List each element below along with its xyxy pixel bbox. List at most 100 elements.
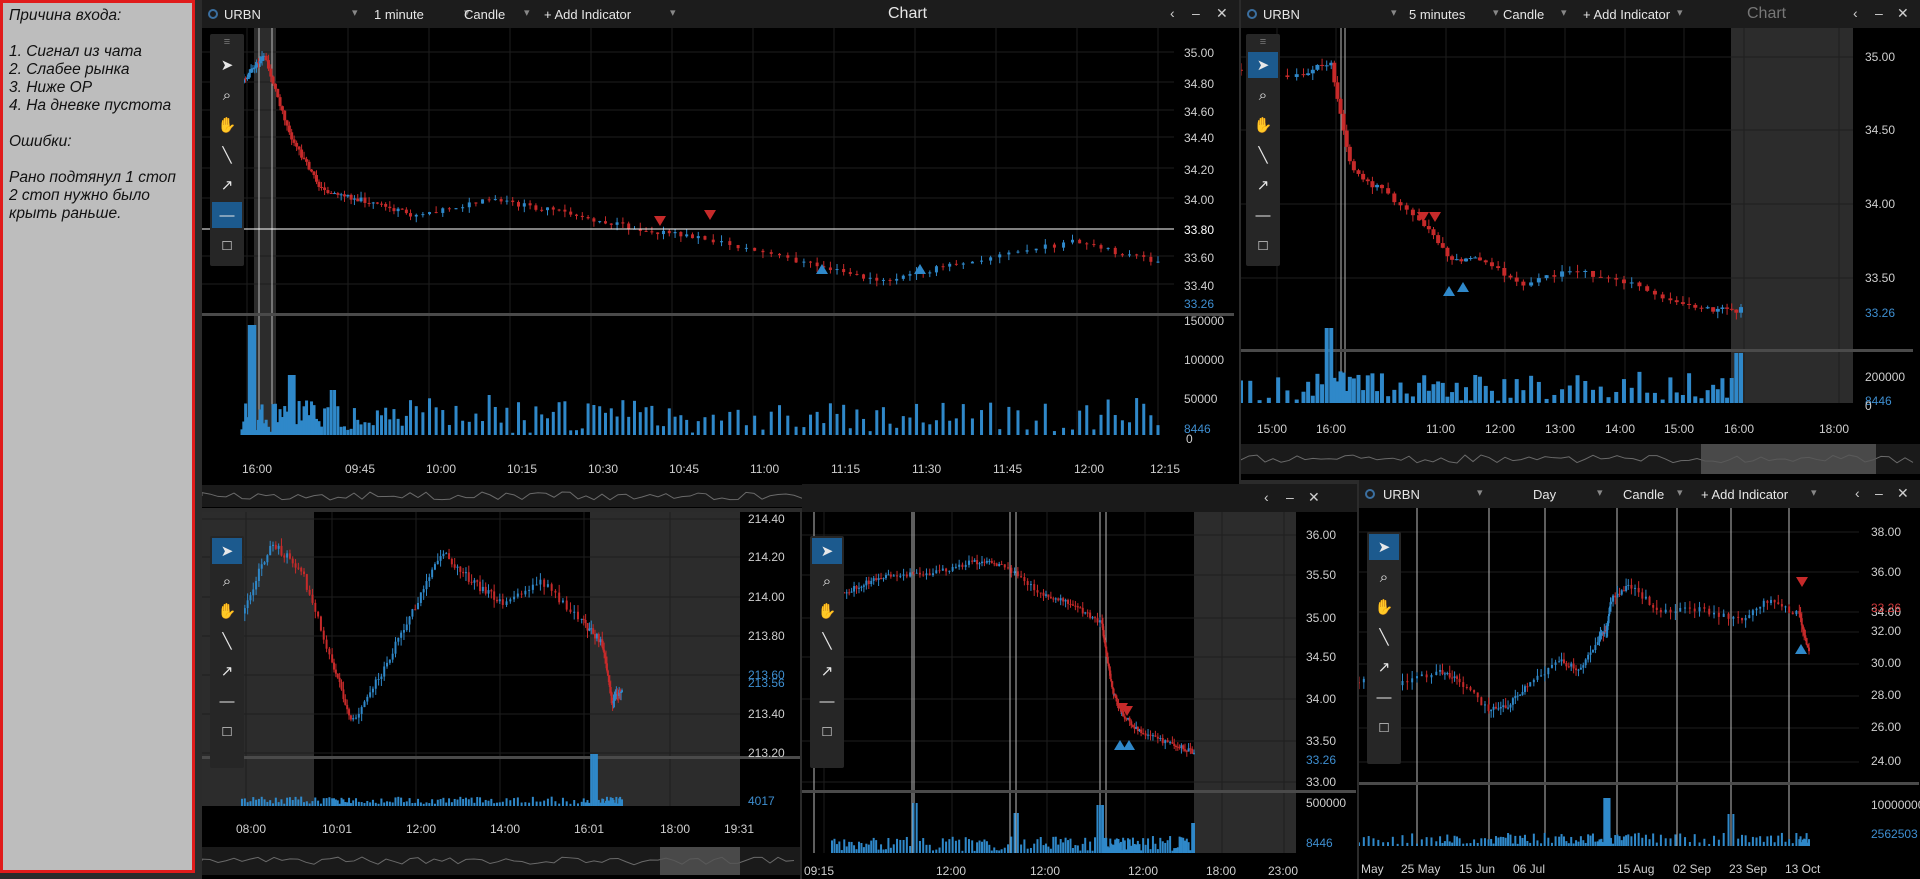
chevron-down-icon[interactable]: ▾ bbox=[1677, 487, 1683, 499]
price-chart[interactable] bbox=[1359, 480, 1920, 879]
pointer-icon[interactable]: ➤ bbox=[220, 57, 234, 74]
candle-body bbox=[1490, 709, 1493, 712]
chevron-down-icon[interactable]: ▾ bbox=[1391, 7, 1397, 19]
zoom-icon[interactable]: ⌕ bbox=[222, 572, 232, 590]
rect-icon[interactable]: □ bbox=[1258, 236, 1268, 254]
symbol-field[interactable]: URBN bbox=[1263, 7, 1300, 22]
chart-panel-index[interactable]: ➤ ⌕ ✋ ╲ ↗ — □ 214.40 214.20 214.00 213.8… bbox=[202, 512, 800, 879]
timeframe-select[interactable]: Day bbox=[1533, 487, 1557, 502]
hand-icon[interactable]: ✋ bbox=[217, 603, 237, 620]
pointer-icon[interactable]: ➤ bbox=[1369, 534, 1399, 560]
price-tick: 33.00 bbox=[1306, 775, 1337, 789]
pointer-icon[interactable]: ➤ bbox=[212, 538, 242, 564]
line-icon[interactable]: ╲ bbox=[822, 633, 832, 650]
close-icon[interactable]: ✕ bbox=[1897, 5, 1909, 21]
volume-bar bbox=[761, 429, 765, 435]
timeframe-select[interactable]: 1 minute bbox=[374, 7, 424, 22]
hline-icon[interactable]: — bbox=[819, 692, 835, 710]
chevron-down-icon[interactable]: ▾ bbox=[464, 7, 470, 19]
candle-body bbox=[1453, 676, 1456, 679]
chart-type-select[interactable]: Candle bbox=[1623, 487, 1665, 502]
chevron-down-icon[interactable]: ▾ bbox=[1677, 7, 1683, 19]
hline-icon[interactable]: — bbox=[1255, 206, 1271, 224]
candle-body bbox=[1435, 671, 1438, 676]
back-icon[interactable]: ‹ bbox=[1853, 5, 1858, 21]
hline-icon[interactable]: — bbox=[212, 202, 242, 228]
close-icon[interactable]: ✕ bbox=[1897, 485, 1909, 501]
zoom-icon[interactable]: ⌕ bbox=[222, 86, 232, 104]
add-indicator-button[interactable]: + Add Indicator bbox=[1583, 7, 1671, 22]
zoom-icon[interactable]: ⌕ bbox=[822, 572, 832, 590]
chevron-down-icon[interactable]: ▾ bbox=[1561, 7, 1567, 19]
rect-icon[interactable]: □ bbox=[222, 236, 232, 254]
price-chart[interactable] bbox=[802, 484, 1357, 879]
rect-icon[interactable]: □ bbox=[222, 722, 232, 740]
volume-bar bbox=[1755, 837, 1758, 846]
chart-type-select[interactable]: Candle bbox=[464, 7, 506, 22]
rect-icon[interactable]: □ bbox=[822, 722, 832, 740]
chevron-down-icon[interactable]: ▾ bbox=[670, 7, 676, 19]
chart-panel-multiday[interactable]: ‹ – ✕ ➤ ⌕ ✋ ╲ ↗ — □ 36.00 35.50 35.00 34… bbox=[802, 484, 1357, 879]
hand-icon[interactable]: ✋ bbox=[817, 603, 837, 620]
rect-icon[interactable]: □ bbox=[1379, 718, 1389, 736]
hline-icon[interactable]: — bbox=[219, 692, 235, 710]
menu-icon[interactable]: ≡ bbox=[1259, 36, 1267, 48]
chart-panel-5min[interactable]: URBN ▾ 5 minutes ▾ Candle ▾ + Add Indica… bbox=[1241, 0, 1920, 480]
candle-body bbox=[357, 713, 360, 718]
zoom-icon[interactable]: ⌕ bbox=[1379, 568, 1389, 586]
zoom-icon[interactable]: ⌕ bbox=[1258, 86, 1268, 104]
line-icon[interactable]: ╲ bbox=[222, 633, 232, 650]
chart-panel-1min[interactable]: URBN ▾ 1 minute ▾ Candle ▾ + Add Indicat… bbox=[202, 0, 1239, 508]
chevron-down-icon[interactable]: ▾ bbox=[1597, 487, 1603, 499]
candle-body bbox=[269, 545, 272, 556]
chevron-down-icon[interactable]: ▾ bbox=[1811, 487, 1817, 499]
back-icon[interactable]: ‹ bbox=[1855, 485, 1860, 501]
hline-icon[interactable]: — bbox=[1376, 688, 1392, 706]
arrow-icon[interactable]: ↗ bbox=[220, 177, 234, 194]
add-indicator-button[interactable]: + Add Indicator bbox=[544, 7, 632, 22]
volume-bar bbox=[778, 405, 782, 435]
price-chart[interactable] bbox=[1241, 0, 1920, 480]
chevron-down-icon[interactable]: ▾ bbox=[352, 7, 358, 19]
volume-bar bbox=[1451, 842, 1454, 846]
arrow-icon[interactable]: ↗ bbox=[1377, 659, 1391, 676]
hand-icon[interactable]: ✋ bbox=[1253, 117, 1273, 134]
link-icon[interactable] bbox=[208, 9, 218, 19]
back-icon[interactable]: ‹ bbox=[1170, 5, 1175, 21]
minimize-icon[interactable]: – bbox=[1192, 5, 1200, 21]
arrow-icon[interactable]: ↗ bbox=[220, 663, 234, 680]
price-tick: 38.00 bbox=[1871, 525, 1902, 539]
close-icon[interactable]: ✕ bbox=[1216, 5, 1228, 21]
line-icon[interactable]: ╲ bbox=[222, 147, 232, 164]
chevron-down-icon[interactable]: ▾ bbox=[1493, 7, 1499, 19]
minimize-icon[interactable]: – bbox=[1875, 485, 1883, 501]
link-icon[interactable] bbox=[1247, 9, 1257, 19]
minimize-icon[interactable]: – bbox=[1875, 5, 1883, 21]
line-icon[interactable]: ╲ bbox=[1258, 147, 1268, 164]
pointer-icon[interactable]: ➤ bbox=[812, 538, 842, 564]
chevron-down-icon[interactable]: ▾ bbox=[524, 7, 530, 19]
add-indicator-button[interactable]: + Add Indicator bbox=[1701, 487, 1789, 502]
volume-bar bbox=[1680, 394, 1685, 403]
arrow-icon[interactable]: ↗ bbox=[820, 663, 834, 680]
menu-icon[interactable]: ≡ bbox=[223, 36, 231, 48]
chart-panel-daily[interactable]: URBN ▾ Day ▾ Candle ▾ + Add Indicator ▾ … bbox=[1359, 480, 1920, 879]
volume-bar bbox=[360, 802, 363, 806]
arrow-icon[interactable]: ↗ bbox=[1256, 177, 1270, 194]
pointer-icon[interactable]: ➤ bbox=[1248, 52, 1278, 78]
hand-icon[interactable]: ✋ bbox=[1374, 599, 1394, 616]
line-icon[interactable]: ╲ bbox=[1379, 629, 1389, 646]
hand-icon[interactable]: ✋ bbox=[217, 117, 237, 134]
volume-bar bbox=[300, 420, 304, 435]
symbol-field[interactable]: URBN bbox=[224, 7, 261, 22]
back-icon[interactable]: ‹ bbox=[1264, 489, 1269, 505]
close-icon[interactable]: ✕ bbox=[1308, 489, 1320, 505]
price-chart[interactable] bbox=[202, 0, 1239, 508]
chart-type-select[interactable]: Candle bbox=[1503, 7, 1545, 22]
symbol-field[interactable]: URBN bbox=[1383, 487, 1420, 502]
minimize-icon[interactable]: – bbox=[1286, 489, 1294, 505]
timeframe-select[interactable]: 5 minutes bbox=[1409, 7, 1466, 22]
link-icon[interactable] bbox=[1365, 489, 1375, 499]
chevron-down-icon[interactable]: ▾ bbox=[1477, 487, 1483, 499]
candle-body bbox=[1465, 686, 1468, 688]
